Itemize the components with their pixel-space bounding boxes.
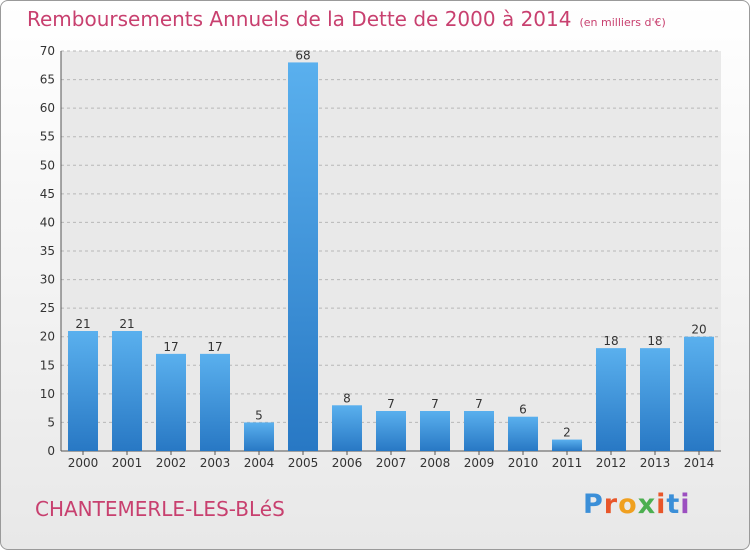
y-tick-label: 45 xyxy=(40,187,55,201)
bar-2006 xyxy=(332,405,362,451)
logo-letter: i xyxy=(680,489,691,520)
bar-2013 xyxy=(640,348,670,451)
data-label-2010: 6 xyxy=(519,403,527,417)
y-tick-label: 0 xyxy=(47,444,55,458)
y-tick-label: 20 xyxy=(40,330,55,344)
chart-unit: (en milliers d'€) xyxy=(579,16,666,29)
data-label-2000: 21 xyxy=(75,317,90,331)
x-tick-label-2002: 2002 xyxy=(156,456,187,470)
y-tick-label: 70 xyxy=(40,44,55,58)
data-label-2003: 17 xyxy=(207,340,222,354)
bar-2003 xyxy=(200,353,230,451)
bar-2000 xyxy=(68,331,98,451)
y-tick-label: 40 xyxy=(40,215,55,229)
data-label-2014: 20 xyxy=(691,323,706,337)
logo-letter: r xyxy=(603,489,619,520)
x-tick-label-2013: 2013 xyxy=(640,456,671,470)
x-tick-label-2001: 2001 xyxy=(112,456,143,470)
data-label-2008: 7 xyxy=(431,397,439,411)
x-tick-label-2012: 2012 xyxy=(596,456,627,470)
x-tick-label-2008: 2008 xyxy=(420,456,451,470)
data-label-2009: 7 xyxy=(475,397,483,411)
x-tick-label-2000: 2000 xyxy=(68,456,99,470)
x-tick-label-2011: 2011 xyxy=(552,456,583,470)
logo-letter: P xyxy=(583,489,604,520)
bar-2010 xyxy=(508,416,538,451)
x-tick-label-2003: 2003 xyxy=(200,456,231,470)
x-tick-label-2009: 2009 xyxy=(464,456,495,470)
chart-title: Remboursements Annuels de la Dette de 20… xyxy=(27,7,666,31)
y-tick-label: 50 xyxy=(40,158,55,172)
data-labels: 21 21 17 17 5 68 8 7 7 7 6 2 18 18 20 xyxy=(75,48,706,439)
y-tick-label: 5 xyxy=(47,415,55,429)
y-tick-label: 25 xyxy=(40,301,55,315)
x-tick-label-2005: 2005 xyxy=(288,456,319,470)
x-tick-label-2006: 2006 xyxy=(332,456,363,470)
data-label-2004: 5 xyxy=(255,408,263,422)
logo-letter: t xyxy=(666,489,681,520)
bar-2002 xyxy=(156,353,186,451)
bar-2014 xyxy=(684,336,714,451)
y-tick-label: 55 xyxy=(40,130,55,144)
y-tick-label: 35 xyxy=(40,244,55,258)
logo-letter: o xyxy=(618,489,638,520)
data-label-2012: 18 xyxy=(603,334,618,348)
logo-letter: x xyxy=(637,489,657,520)
data-label-2007: 7 xyxy=(387,397,395,411)
x-tick-label-2007: 2007 xyxy=(376,456,407,470)
y-tick-label: 15 xyxy=(40,358,55,372)
proxiti-logo: Proxiti xyxy=(583,489,691,520)
bar-2001 xyxy=(112,331,142,451)
y-tick-label: 10 xyxy=(40,387,55,401)
bars xyxy=(68,62,714,452)
bar-2012 xyxy=(596,348,626,451)
x-tick-label-2010: 2010 xyxy=(508,456,539,470)
commune-name: CHANTEMERLE-LES-BLéS xyxy=(35,497,285,521)
bar-2011 xyxy=(552,439,582,451)
y-tick-label: 30 xyxy=(40,273,55,287)
data-label-2011: 2 xyxy=(563,426,571,440)
bar-2004 xyxy=(244,422,274,451)
data-label-2013: 18 xyxy=(647,334,662,348)
data-label-2002: 17 xyxy=(163,340,178,354)
y-tick-label: 60 xyxy=(40,101,55,115)
bar-2009 xyxy=(464,411,494,451)
bar-2007 xyxy=(376,411,406,451)
chart-title-text: Remboursements Annuels de la Dette de 20… xyxy=(27,7,572,31)
x-tick-label-2014: 2014 xyxy=(684,456,715,470)
data-label-2005: 68 xyxy=(295,48,310,62)
data-label-2006: 8 xyxy=(343,391,351,405)
logo-letter: i xyxy=(656,489,667,520)
x-tick-label-2004: 2004 xyxy=(244,456,275,470)
bar-2008 xyxy=(420,411,450,451)
bar-2005 xyxy=(288,62,318,452)
y-tick-label: 65 xyxy=(40,73,55,87)
data-label-2001: 21 xyxy=(119,317,134,331)
